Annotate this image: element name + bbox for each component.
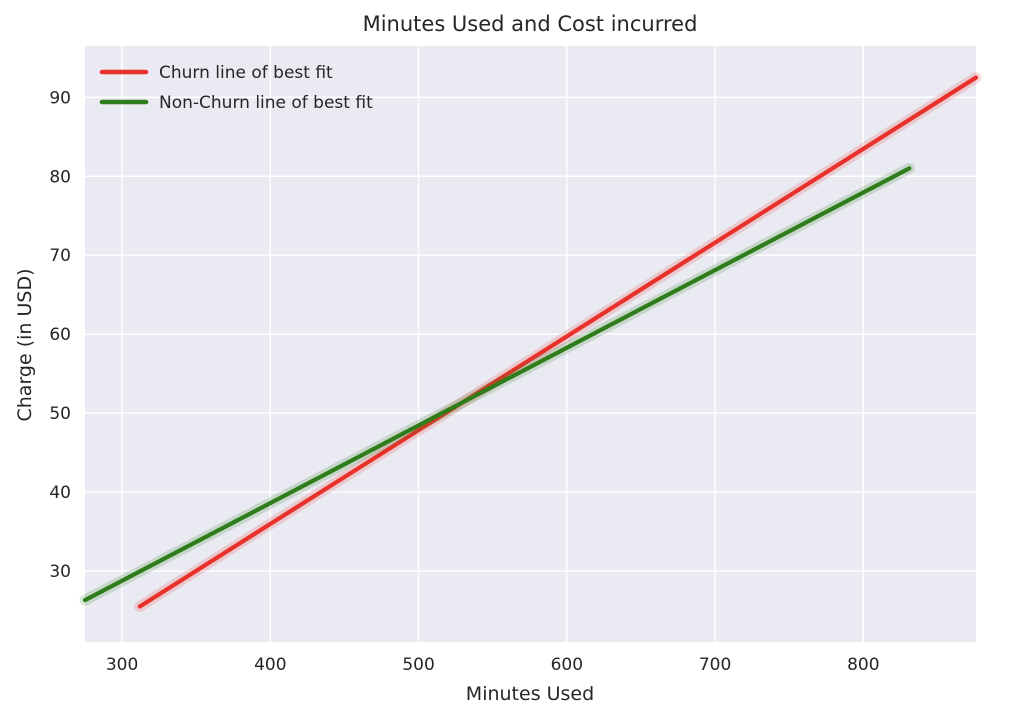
chart-title: Minutes Used and Cost incurred [363, 12, 698, 36]
y-tick-label: 90 [49, 88, 71, 108]
x-tick-label: 400 [254, 655, 286, 675]
legend-label: Non-Churn line of best fit [159, 93, 373, 113]
series-lines [79, 72, 982, 612]
y-axis-ticks: 30 40 50 60 70 80 90 [49, 88, 71, 582]
legend-label: Churn line of best fit [159, 63, 333, 83]
y-tick-label: 70 [49, 246, 71, 266]
x-tick-label: 800 [847, 655, 879, 675]
x-axis-label: Minutes Used [466, 683, 594, 705]
y-tick-label: 60 [49, 325, 71, 345]
plot-area [85, 46, 976, 642]
x-tick-label: 600 [551, 655, 583, 675]
y-tick-label: 30 [49, 562, 71, 582]
x-axis-ticks: 300 400 500 600 700 800 [106, 655, 880, 675]
x-tick-label: 700 [699, 655, 731, 675]
legend: Churn line of best fit Non-Churn line of … [99, 63, 373, 113]
y-tick-label: 50 [49, 404, 71, 424]
grid [85, 46, 976, 642]
y-tick-label: 40 [49, 483, 71, 503]
x-tick-label: 500 [402, 655, 434, 675]
series-line-0 [137, 75, 979, 609]
series-line-1 [82, 166, 912, 603]
y-axis-label: Charge (in USD) [14, 268, 36, 421]
y-tick-label: 80 [49, 167, 71, 187]
x-tick-label: 300 [106, 655, 138, 675]
